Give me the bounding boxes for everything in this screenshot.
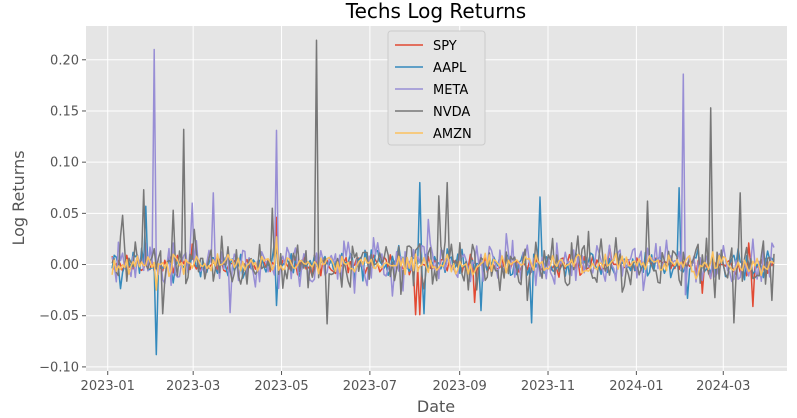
legend-entry-amzn: AMZN: [433, 127, 472, 142]
legend-entry-aapl: AAPL: [433, 61, 467, 76]
y-axis-ticks: −0.10 −0.05 0.00 0.05 0.10 0.15 0.20: [39, 53, 86, 375]
series-line-amzn: [111, 236, 775, 291]
legend-entry-spy: SPY: [433, 39, 457, 54]
x-axis-label: Date: [417, 397, 455, 416]
legend-box: [387, 30, 486, 146]
series-line-nvda: [111, 39, 775, 325]
x-tick-label: 2024-01: [609, 379, 663, 394]
y-tick-label: 0.15: [50, 104, 79, 119]
x-tick-label: 2024-03: [696, 379, 750, 394]
y-axis-label: Log Returns: [9, 150, 28, 245]
x-tick-label: 2023-09: [433, 379, 487, 394]
y-tick-label: 0.10: [50, 156, 79, 171]
x-tick-label: 2023-11: [521, 379, 575, 394]
y-tick-label: 0.00: [50, 258, 79, 273]
y-tick-label: −0.05: [39, 309, 79, 324]
series-lines: [111, 39, 775, 356]
legend: SPY AAPL META NVDA AMZN: [387, 30, 486, 146]
y-tick-label: 0.20: [50, 53, 79, 68]
x-tick-label: 2023-05: [254, 379, 308, 394]
chart-title: Techs Log Returns: [345, 0, 526, 23]
x-tick-label: 2023-07: [343, 379, 397, 394]
legend-entry-nvda: NVDA: [433, 105, 470, 120]
y-tick-label: 0.05: [50, 207, 79, 222]
x-tick-label: 2023-03: [166, 379, 220, 394]
x-tick-label: 2023-01: [81, 379, 135, 394]
legend-entry-meta: META: [433, 83, 468, 98]
series-line-meta: [111, 48, 775, 314]
x-axis-ticks: 2023-01 2023-03 2023-05 2023-07 2023-09 2023-…: [81, 371, 750, 394]
y-tick-label: −0.10: [39, 360, 79, 375]
